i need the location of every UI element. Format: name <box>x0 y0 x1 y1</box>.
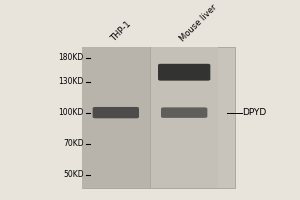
Text: Mouse liver: Mouse liver <box>178 3 218 44</box>
Text: DPYD: DPYD <box>242 108 266 117</box>
Bar <box>82 47 235 188</box>
Text: 50KD: 50KD <box>63 170 84 179</box>
Text: 180KD: 180KD <box>58 53 84 62</box>
FancyBboxPatch shape <box>161 107 207 118</box>
Bar <box>82 47 150 188</box>
FancyBboxPatch shape <box>158 64 210 81</box>
Text: THP-1: THP-1 <box>110 20 133 44</box>
Text: 130KD: 130KD <box>58 77 84 86</box>
Text: 70KD: 70KD <box>63 139 84 148</box>
Text: 100KD: 100KD <box>58 108 84 117</box>
Bar <box>150 47 218 188</box>
FancyBboxPatch shape <box>93 107 139 118</box>
